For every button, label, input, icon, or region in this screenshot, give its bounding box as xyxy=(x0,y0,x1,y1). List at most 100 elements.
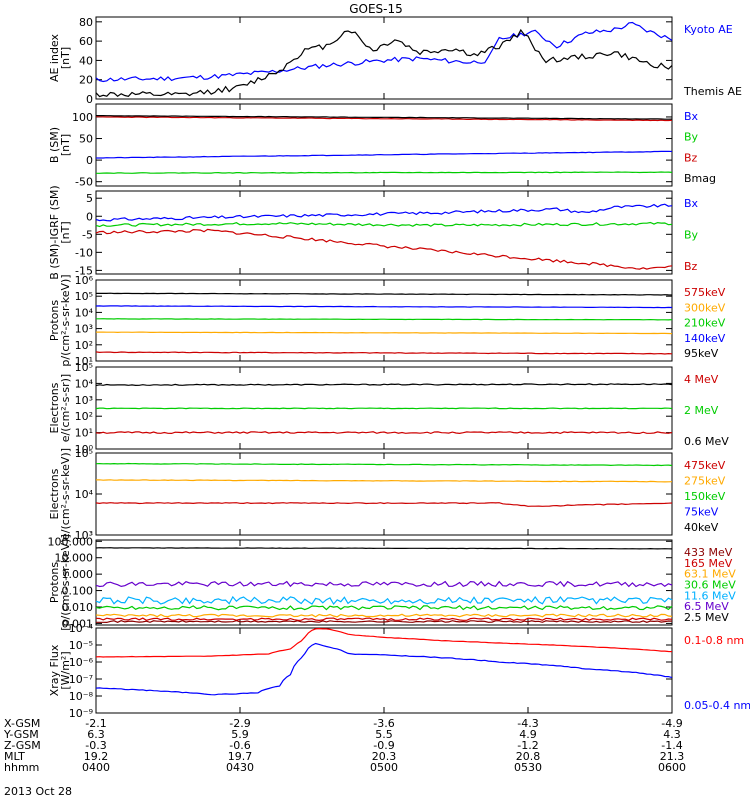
y-axis-label: [nT] xyxy=(59,221,72,243)
y-tick-label: 10³ xyxy=(75,529,93,542)
y-tick-label: 10³ xyxy=(75,323,93,336)
y-axis-label: B (SM)-IGRF (SM) xyxy=(48,185,61,279)
y-tick-label: 0.010 xyxy=(62,601,94,614)
legend-entry: 150keV xyxy=(684,490,726,503)
date-label: 2013 Oct 28 xyxy=(4,785,72,798)
legend-entry: Bx xyxy=(684,197,699,210)
footer-value: 0400 xyxy=(82,761,110,774)
legend-entry: Bz xyxy=(684,151,698,164)
y-tick-label: 0.001 xyxy=(62,617,94,630)
series-line-by xyxy=(95,221,673,228)
panel-2: -50 0 50 100 B (SM)[nT] Bx By Bz Bmag xyxy=(48,103,716,189)
footer-value: -2.1 xyxy=(85,717,106,730)
y-tick-label: 10³ xyxy=(75,394,93,407)
y-axis-label: e/(cm²-s-sr)] xyxy=(59,374,72,442)
y-axis-label: p/(cm²-s-sr-keV)] xyxy=(59,274,72,366)
series-line-bx xyxy=(95,203,673,222)
footer-value: 6.3 xyxy=(87,728,105,741)
y-tick-label: 5 xyxy=(86,192,93,205)
y-tick-label: 10⁰ xyxy=(75,443,94,456)
footer-value: -4.3 xyxy=(517,717,538,730)
footer-value: -3.6 xyxy=(373,717,394,730)
panel-frame xyxy=(95,627,673,714)
y-axis-label: [p/(cm²-s-sr-keV)] xyxy=(59,534,72,631)
y-tick-label: 10⁴ xyxy=(75,488,94,501)
y-tick-label: 100 xyxy=(72,111,93,124)
legend-entry: 63.1 MeV xyxy=(684,568,736,581)
series-line-4-mev xyxy=(95,431,673,435)
legend-entry: 30.6 MeV xyxy=(684,579,736,592)
footer-row-label: X-GSM xyxy=(4,717,40,730)
legend-entry: 140keV xyxy=(684,332,726,345)
legend-entry: 40keV xyxy=(684,521,719,534)
series-line-11-6-mev xyxy=(95,595,673,606)
legend-entry: 0.05-0.4 nm xyxy=(684,699,750,712)
legend-entry: Bz xyxy=(684,260,698,273)
footer-value: -1.4 xyxy=(661,739,682,752)
y-axis-label: AE index xyxy=(48,33,61,82)
y-axis-label: Xray Flux xyxy=(48,644,61,696)
y-axis-label: Electrons xyxy=(48,468,61,519)
series-line-0-05-0-4-nm xyxy=(95,642,673,696)
legend-entry: 475keV xyxy=(684,459,726,472)
y-tick-label: 10⁵ xyxy=(75,447,93,460)
legend-entry: Kyoto AE xyxy=(684,23,733,36)
y-axis-label: Protons xyxy=(48,562,61,603)
y-tick-label: -15 xyxy=(75,264,93,277)
panel-3: -15 -10 -5 0 5 B (SM)-IGRF (SM)[nT] Bx By Bz xyxy=(48,185,699,279)
series-line-475kev xyxy=(95,502,673,507)
series-line-bz xyxy=(95,228,673,270)
y-tick-label: -10 xyxy=(75,246,93,259)
footer-row-label: hhmm xyxy=(4,761,39,774)
series-line-30-6-mev xyxy=(95,605,673,611)
footer-value: 21.3 xyxy=(660,750,685,763)
series-line-0-1-0-8-nm xyxy=(95,627,673,658)
legend-entry: 275keV xyxy=(684,475,726,488)
footer-value: 5.5 xyxy=(375,728,393,741)
y-tick-label: 10⁻⁴ xyxy=(69,622,94,635)
legend-entry: By xyxy=(684,131,699,144)
y-axis-label: [W/m²] xyxy=(59,651,72,689)
series-line-6-5-mev xyxy=(95,580,673,588)
y-tick-label: 50 xyxy=(79,133,93,146)
legend-entry: 95keV xyxy=(684,347,719,360)
y-tick-label: 10⁵ xyxy=(75,361,93,374)
chart-title: GOES-15 xyxy=(349,2,403,16)
y-tick-label: 60 xyxy=(79,35,93,48)
footer-value: -0.6 xyxy=(229,739,250,752)
series-line-433-mev xyxy=(96,620,673,624)
footer-value: 4.3 xyxy=(663,728,681,741)
legend-entry: 11.6 MeV xyxy=(684,589,736,602)
y-tick-label: 0 xyxy=(86,93,93,106)
legend-entry: 165 MeV xyxy=(684,557,733,570)
y-tick-label: 10⁴ xyxy=(75,377,94,390)
y-axis-label: [nT] xyxy=(59,47,72,69)
y-tick-label: 0 xyxy=(86,154,93,167)
footer-value: 0430 xyxy=(226,761,254,774)
footer-value: 19.7 xyxy=(228,750,253,763)
series-line-bx xyxy=(96,150,673,159)
series-line-63-1-mev xyxy=(95,613,673,618)
series-line-140kev xyxy=(95,305,673,309)
series-line-165-mev xyxy=(95,617,673,622)
legend-entry: Bmag xyxy=(684,172,716,185)
y-axis-label: [nT] xyxy=(59,134,72,156)
footer-value: 0530 xyxy=(514,761,542,774)
y-tick-label: 0.100 xyxy=(62,585,94,598)
footer-value: 4.9 xyxy=(519,728,537,741)
footer-row-label: Y-GSM xyxy=(3,728,39,741)
y-tick-label: 10² xyxy=(75,339,93,352)
series-line-bmag xyxy=(96,115,673,120)
footer-value: -1.2 xyxy=(517,739,538,752)
y-axis-label: e/(cm²-s-sr-keV)] xyxy=(59,448,72,540)
y-tick-label: 0 xyxy=(86,210,93,223)
y-tick-label: -50 xyxy=(75,176,93,189)
series-line-300kev xyxy=(96,331,673,335)
legend-entry: 575keV xyxy=(684,286,726,299)
y-tick-label: 10.000 xyxy=(55,552,94,565)
legend-entry: 433 MeV xyxy=(684,546,733,559)
legend-entry: 0.6 MeV xyxy=(684,435,729,448)
series-line-95kev xyxy=(96,292,673,296)
footer-value: 0600 xyxy=(658,761,686,774)
